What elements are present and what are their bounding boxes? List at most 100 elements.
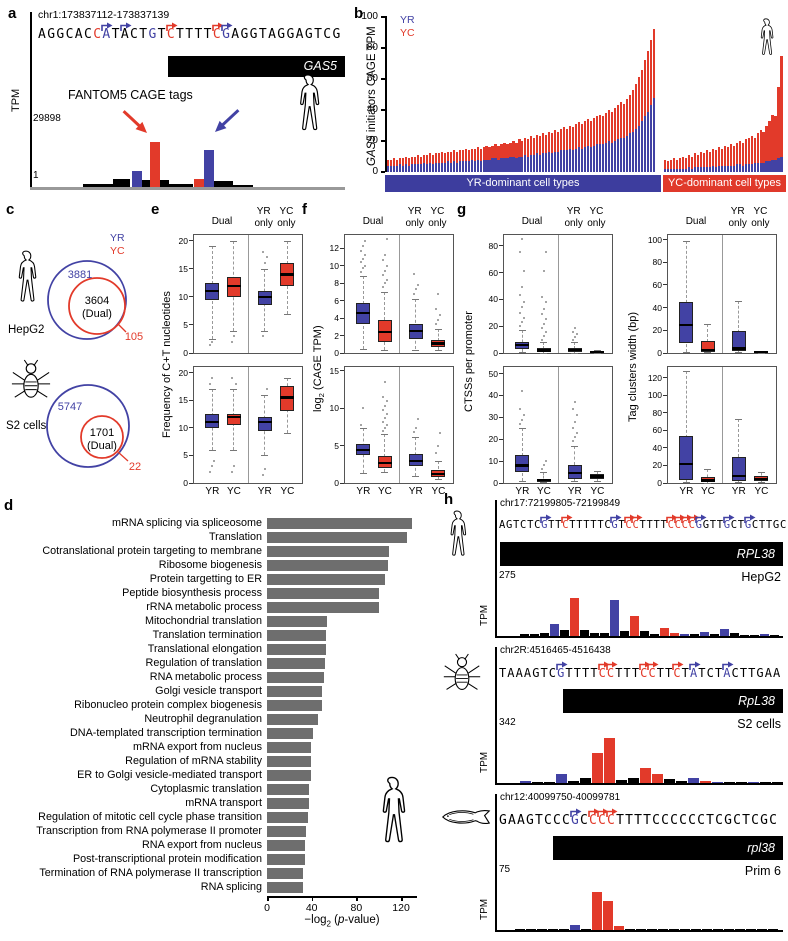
whisker-cap bbox=[283, 378, 291, 380]
sequence-segment: C bbox=[93, 27, 103, 42]
whisker-cap bbox=[412, 436, 420, 438]
y-tick-mark bbox=[340, 300, 344, 302]
y-tick-mark bbox=[663, 377, 667, 379]
y-tick-mark bbox=[340, 317, 344, 319]
yc-segment bbox=[768, 120, 771, 162]
outlier-dot bbox=[385, 413, 388, 416]
tss-arrow-icon bbox=[694, 510, 707, 528]
whisker-cap bbox=[381, 434, 389, 436]
cage-bar bbox=[688, 778, 699, 783]
cell-type-bar bbox=[557, 131, 560, 172]
yr-segment bbox=[625, 136, 628, 172]
yc-segment bbox=[583, 120, 587, 148]
outlier-dot bbox=[209, 343, 212, 346]
sequence-segment: CTTGAA bbox=[731, 666, 782, 680]
cell-type-bar bbox=[610, 111, 614, 172]
yr-segment bbox=[619, 137, 622, 172]
cage-bar bbox=[768, 929, 778, 930]
y-tick-mark bbox=[381, 47, 385, 49]
sequence-segment: TCT bbox=[698, 666, 724, 680]
cell-type-bar bbox=[595, 116, 599, 172]
y-tick-label: 40 bbox=[488, 390, 498, 401]
yc-segment bbox=[717, 147, 720, 166]
yc-segment bbox=[640, 69, 643, 121]
go-term-label: Cotranslational protein targeting to mem… bbox=[42, 545, 262, 557]
yc-segment bbox=[634, 83, 637, 129]
yr-segment bbox=[428, 162, 431, 172]
yc-segment bbox=[395, 159, 399, 166]
yc-segment bbox=[554, 130, 557, 152]
sequence-segment: TAAAGTC bbox=[499, 666, 558, 680]
yc-segment bbox=[461, 150, 464, 162]
yc-segment bbox=[404, 156, 408, 165]
yc-segment bbox=[428, 153, 431, 163]
fly-icon bbox=[442, 651, 482, 702]
median-line bbox=[515, 464, 530, 467]
yc-segment bbox=[533, 137, 536, 155]
go-term-row: Translational elongation bbox=[4, 642, 440, 656]
yr-segment bbox=[518, 156, 521, 172]
cage-bar bbox=[214, 181, 233, 187]
cell-type-bar bbox=[744, 139, 747, 172]
cage-bar bbox=[592, 753, 603, 783]
yc-segment bbox=[398, 158, 402, 165]
dual-label: (Dual) bbox=[87, 440, 117, 452]
genomic-coordinates: chr1:173837112-173837139 bbox=[38, 9, 170, 21]
whisker-cap bbox=[381, 291, 389, 293]
whisker-cap bbox=[518, 428, 526, 430]
yc-segment bbox=[601, 116, 605, 145]
whisker-cap bbox=[412, 475, 420, 477]
yr-count: 5747 bbox=[58, 401, 82, 413]
cell-type-bar bbox=[646, 51, 649, 172]
y-tick-mark bbox=[663, 464, 667, 466]
cage-bar bbox=[700, 632, 709, 636]
cage-bar bbox=[730, 633, 739, 636]
cell-type-bar bbox=[395, 159, 399, 172]
y-min-value: 1 bbox=[33, 170, 39, 181]
yc-segment bbox=[422, 154, 425, 163]
yc-segment bbox=[476, 147, 479, 160]
cage-bar bbox=[640, 768, 651, 783]
yr-segment bbox=[512, 156, 515, 172]
yr-segment bbox=[616, 139, 619, 172]
sequence-track: AGTCTCGTTCTTTTTCGTCCTTTTCCCCGGTTGCTGCTTG… bbox=[499, 510, 786, 540]
go-term-label: Ribonucleo protein complex biogenesis bbox=[74, 699, 262, 711]
yr-dominant-banner: YR-dominant cell types bbox=[385, 175, 661, 192]
cage-bar bbox=[160, 180, 169, 187]
y-tick-mark bbox=[189, 268, 193, 270]
cell-type-bar bbox=[428, 153, 431, 172]
cage-bar bbox=[636, 929, 646, 930]
go-term-row: DNA-templated transcription termination bbox=[4, 726, 440, 740]
sequence-segment: G bbox=[695, 519, 703, 531]
box bbox=[731, 456, 746, 482]
cell-type-bar bbox=[569, 125, 572, 172]
yc-dominant-banner: YC-dominant cell types bbox=[663, 175, 786, 192]
cell-type-bar bbox=[494, 144, 497, 172]
yc-segment bbox=[637, 77, 640, 126]
cage-bar bbox=[724, 929, 734, 930]
outlier-dot bbox=[521, 306, 524, 309]
boxplot-subplot: 0 2 4 6 8 10 12 bbox=[330, 234, 454, 358]
cage-bar bbox=[690, 634, 699, 636]
cell-type-bar bbox=[497, 145, 500, 172]
yc-segment bbox=[616, 105, 619, 140]
whisker-cap bbox=[757, 482, 765, 484]
x-tick-mark bbox=[356, 897, 358, 901]
y-tick-label: 0 bbox=[493, 348, 498, 358]
y-tick-label: 15 bbox=[178, 395, 188, 406]
whisker-cap bbox=[230, 330, 238, 332]
go-term-row: Regulation of mRNA stability bbox=[4, 754, 440, 768]
yc-segment bbox=[664, 159, 667, 169]
outlier-dot bbox=[261, 473, 264, 476]
y-axis-title: TPM bbox=[479, 604, 490, 626]
yr-segment bbox=[711, 165, 714, 172]
whisker-cap bbox=[571, 445, 579, 447]
y-tick-label: 10 bbox=[178, 291, 188, 302]
yc-segment bbox=[464, 148, 467, 162]
outlier-dot bbox=[540, 467, 543, 470]
median-line bbox=[515, 343, 530, 347]
cell-type-bar bbox=[759, 130, 762, 172]
whisker-cap bbox=[412, 349, 420, 351]
y-tick-label: 60 bbox=[652, 425, 662, 436]
go-term-label: Translation termination bbox=[152, 629, 262, 641]
